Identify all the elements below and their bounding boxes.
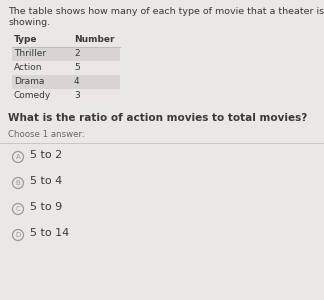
Bar (12, 75, 120, 89)
Text: Comedy: Comedy (14, 91, 51, 100)
Text: Drama: Drama (14, 77, 44, 86)
Bar (12, 47, 120, 61)
Text: Choose 1 answer:: Choose 1 answer: (8, 130, 85, 139)
Text: 5: 5 (74, 63, 80, 72)
Text: The table shows how many of each type of movie that a theater is: The table shows how many of each type of… (8, 7, 324, 16)
Text: 4: 4 (74, 77, 80, 86)
Text: 5 to 9: 5 to 9 (29, 202, 62, 212)
Bar (12, 89, 120, 103)
Text: Type: Type (14, 35, 38, 44)
Text: Thriller: Thriller (14, 49, 46, 58)
Text: 3: 3 (74, 91, 80, 100)
Text: D: D (15, 232, 21, 238)
Bar (12, 61, 120, 75)
Text: 5 to 14: 5 to 14 (29, 228, 69, 238)
Text: showing.: showing. (8, 18, 50, 27)
Text: A: A (16, 154, 20, 160)
Text: C: C (16, 206, 20, 212)
Text: 5 to 4: 5 to 4 (29, 176, 62, 186)
Text: 5 to 2: 5 to 2 (29, 150, 62, 160)
Text: What is the ratio of action movies to total movies?: What is the ratio of action movies to to… (8, 113, 307, 123)
Text: 2: 2 (74, 49, 80, 58)
Text: Action: Action (14, 63, 42, 72)
Text: B: B (16, 180, 20, 186)
Text: Number: Number (74, 35, 114, 44)
